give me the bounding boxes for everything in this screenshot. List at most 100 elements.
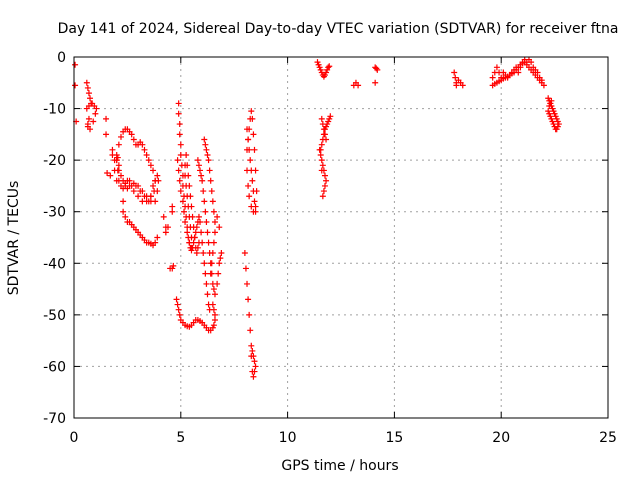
data-point — [177, 151, 184, 158]
y-tick-label: -50 — [43, 308, 66, 324]
data-point — [197, 219, 204, 226]
data-point — [249, 347, 256, 354]
data-point — [181, 208, 188, 215]
data-point — [154, 188, 161, 195]
data-point — [84, 84, 91, 91]
data-point — [147, 162, 154, 169]
data-point — [209, 198, 216, 205]
x-tick-label: 5 — [176, 430, 185, 446]
data-point — [174, 301, 181, 308]
series-arc-e — [173, 296, 218, 334]
y-axis-label: SDTVAR / TECUs — [6, 181, 22, 296]
data-point — [175, 306, 182, 313]
data-point — [247, 115, 254, 122]
series-loop-1 — [113, 126, 162, 249]
x-tick-label: 20 — [492, 430, 510, 446]
data-point — [451, 69, 458, 76]
data-point — [250, 208, 257, 215]
data-point — [317, 151, 324, 158]
data-point — [167, 265, 174, 272]
data-point — [250, 131, 257, 138]
data-point — [83, 105, 90, 112]
data-point — [244, 167, 251, 174]
series-arc-a — [72, 61, 80, 125]
data-point — [103, 131, 110, 138]
data-point — [320, 131, 327, 138]
data-point — [187, 193, 194, 200]
data-point — [248, 108, 255, 115]
y-tick-label: -40 — [43, 256, 66, 272]
data-point — [164, 224, 171, 231]
data-point — [179, 198, 186, 205]
data-point — [326, 63, 333, 70]
data-point — [247, 327, 254, 334]
data-point — [115, 162, 122, 169]
data-point — [203, 146, 210, 153]
data-point — [206, 167, 213, 174]
data-point — [124, 177, 131, 184]
data-point — [208, 260, 215, 267]
data-point — [249, 177, 256, 184]
data-point — [321, 182, 328, 189]
data-point — [175, 167, 182, 174]
data-point — [205, 157, 212, 164]
data-point — [327, 113, 334, 120]
data-point — [242, 265, 249, 272]
data-point — [145, 157, 152, 164]
data-point — [210, 208, 217, 215]
data-point — [113, 151, 120, 158]
data-point — [249, 368, 256, 375]
data-point — [183, 151, 190, 158]
series-arc-j — [241, 249, 259, 380]
data-point — [89, 100, 96, 107]
data-point — [150, 182, 157, 189]
x-axis-label: GPS time / hours — [281, 458, 398, 474]
data-point — [173, 296, 180, 303]
data-point — [493, 64, 500, 71]
data-points — [72, 56, 562, 380]
data-point — [252, 203, 259, 210]
data-point — [184, 229, 191, 236]
data-point — [206, 306, 213, 313]
data-point — [241, 249, 248, 256]
data-point — [191, 234, 198, 241]
data-point — [453, 82, 460, 89]
data-point — [528, 59, 535, 66]
data-point — [184, 162, 191, 169]
data-point — [141, 146, 148, 153]
data-point — [355, 82, 362, 89]
data-point — [202, 208, 209, 215]
series-arc-p — [489, 56, 547, 89]
chart-title: Day 141 of 2024, Sidereal Day-to-day VTE… — [58, 21, 619, 37]
data-point — [120, 208, 127, 215]
data-point — [319, 162, 326, 169]
data-point — [115, 141, 122, 148]
data-point — [253, 188, 260, 195]
data-point — [244, 280, 251, 287]
data-point — [155, 177, 162, 184]
data-point — [211, 317, 218, 324]
data-point — [176, 121, 183, 128]
data-point — [195, 213, 202, 220]
series-arc-i — [201, 136, 218, 277]
y-tick-label: -60 — [43, 359, 66, 375]
data-point — [160, 213, 167, 220]
data-point — [201, 260, 208, 267]
data-point — [207, 270, 214, 277]
data-point — [374, 66, 381, 73]
data-point — [193, 249, 200, 256]
data-point — [489, 82, 496, 89]
data-point — [203, 219, 210, 226]
data-point — [201, 136, 208, 143]
series-arc-q — [545, 95, 562, 133]
data-point — [177, 141, 184, 148]
data-point — [128, 131, 135, 138]
data-point — [114, 167, 121, 174]
data-point — [318, 167, 325, 174]
data-point — [177, 188, 184, 195]
x-tick-label: 0 — [70, 430, 79, 446]
data-point — [174, 157, 181, 164]
axis-ticks: 0 5 10 15 20 25 0 -10 -20 -30 -40 -50 -60 -70 — [43, 50, 617, 446]
data-point — [248, 342, 255, 349]
